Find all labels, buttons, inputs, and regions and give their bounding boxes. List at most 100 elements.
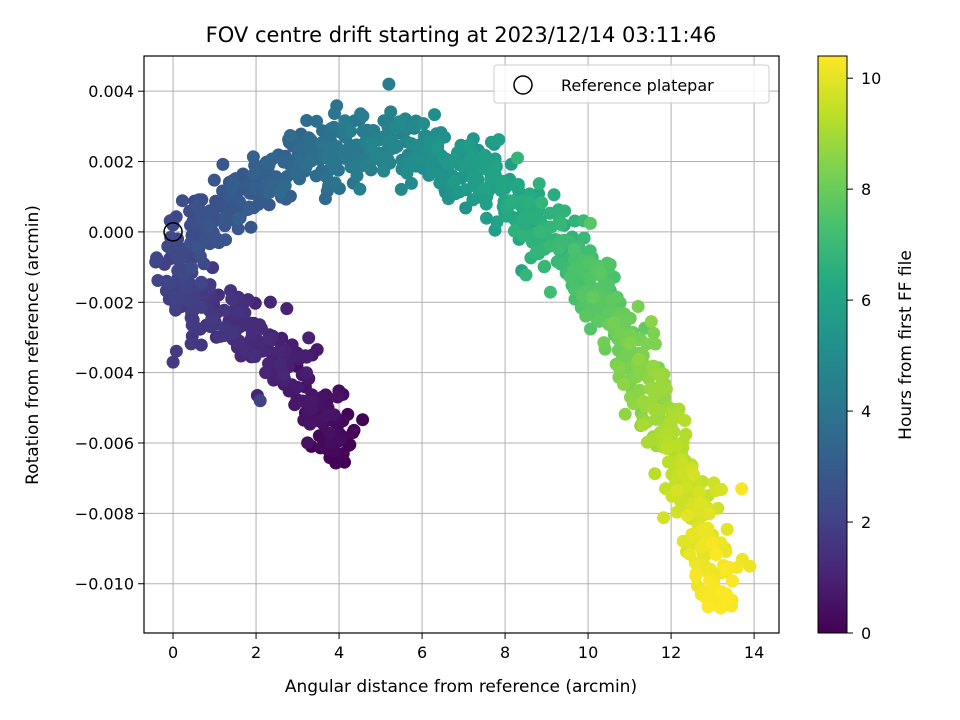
- data-point: [185, 318, 199, 332]
- data-point: [207, 204, 221, 218]
- data-point: [558, 204, 572, 218]
- data-point: [586, 290, 600, 304]
- y-tick-label: −0.008: [75, 504, 134, 523]
- colorbar-label: Hours from first FF file: [896, 250, 916, 440]
- data-point: [216, 157, 230, 171]
- colorbar-gradient: [817, 55, 848, 634]
- x-tick-label: 8: [500, 643, 510, 662]
- data-point: [175, 194, 189, 208]
- data-point: [535, 196, 549, 210]
- data-point: [597, 336, 611, 350]
- data-point: [431, 142, 445, 156]
- colorbar-tick-label: 6: [861, 291, 871, 310]
- data-point: [543, 285, 557, 299]
- data-point: [701, 600, 715, 614]
- data-point: [469, 170, 482, 183]
- data-point: [232, 212, 245, 225]
- y-tick-label: −0.004: [75, 364, 134, 383]
- data-point: [676, 534, 690, 548]
- data-point: [392, 115, 406, 129]
- data-point: [247, 181, 261, 195]
- data-point: [219, 233, 233, 247]
- legend-box: [493, 64, 770, 104]
- data-point: [350, 169, 364, 183]
- data-point: [365, 137, 378, 150]
- data-point: [631, 300, 645, 313]
- data-point: [320, 408, 334, 422]
- data-point: [653, 381, 667, 395]
- data-point: [167, 291, 181, 305]
- colorbar-ticks: 0 2 4 6 8 10: [847, 69, 881, 643]
- data-point: [644, 315, 658, 329]
- data-point: [169, 344, 183, 358]
- data-point: [295, 394, 309, 408]
- data-point: [720, 522, 734, 536]
- data-point: [309, 169, 323, 183]
- data-points: [149, 77, 757, 615]
- data-point: [614, 327, 628, 341]
- data-point: [511, 151, 524, 165]
- data-point: [384, 105, 398, 119]
- legend-marker-icon: [513, 75, 533, 95]
- data-point: [280, 302, 294, 316]
- data-point: [522, 196, 536, 210]
- data-point: [253, 394, 267, 408]
- x-tick-label: 14: [744, 643, 764, 662]
- data-point: [283, 129, 297, 142]
- data-point: [164, 276, 178, 290]
- data-point: [312, 429, 326, 443]
- data-point: [300, 366, 313, 380]
- data-point: [584, 322, 597, 336]
- data-point: [304, 133, 318, 147]
- data-point: [490, 215, 504, 229]
- data-point: [344, 124, 357, 138]
- data-point: [720, 590, 734, 604]
- x-tick-label: 6: [417, 643, 427, 662]
- data-point: [706, 536, 719, 550]
- data-point: [288, 167, 302, 181]
- data-point: [624, 336, 637, 350]
- data-point: [331, 390, 345, 404]
- data-point: [428, 108, 441, 122]
- data-point: [338, 114, 352, 128]
- data-point: [302, 331, 316, 345]
- data-point: [359, 158, 373, 172]
- y-tick-label: 0.002: [88, 153, 134, 172]
- data-point: [670, 484, 684, 498]
- y-axis-label: Rotation from reference (arcmin): [23, 205, 43, 485]
- data-point: [263, 332, 277, 346]
- data-point: [632, 352, 646, 366]
- y-axis: 0.004 0.002 0.000 −0.002 −0.004 −0.006 −0.008 −…: [75, 82, 144, 594]
- data-point: [150, 251, 164, 265]
- data-point: [169, 301, 183, 315]
- data-point: [225, 292, 239, 306]
- data-point: [693, 496, 707, 510]
- colorbar-tick-label: 2: [861, 513, 871, 532]
- colorbar-tick-label: 0: [861, 624, 871, 643]
- legend: Reference platepar: [493, 64, 770, 104]
- data-point: [567, 242, 581, 256]
- data-point: [725, 574, 739, 588]
- x-axis-label: Angular distance from reference (arcmin): [285, 677, 637, 697]
- data-point: [356, 109, 370, 123]
- data-point: [660, 428, 674, 441]
- data-point: [328, 107, 341, 120]
- reference-point-marker: [163, 222, 183, 242]
- x-tick-label: 2: [251, 643, 261, 662]
- data-point: [646, 432, 660, 446]
- x-axis: 0 2 4 6 8 10 12 14: [168, 633, 764, 662]
- data-point: [583, 216, 597, 230]
- data-point: [377, 164, 391, 178]
- data-point: [277, 367, 291, 381]
- data-point: [532, 177, 546, 191]
- data-point: [459, 183, 473, 197]
- data-point: [273, 344, 286, 358]
- data-point: [194, 275, 208, 289]
- data-point: [689, 569, 703, 583]
- data-point: [680, 509, 694, 523]
- data-point: [273, 357, 287, 371]
- data-point: [300, 350, 313, 364]
- data-point: [417, 117, 431, 131]
- y-tick-label: 0.004: [88, 82, 134, 101]
- x-tick-label: 10: [578, 643, 598, 662]
